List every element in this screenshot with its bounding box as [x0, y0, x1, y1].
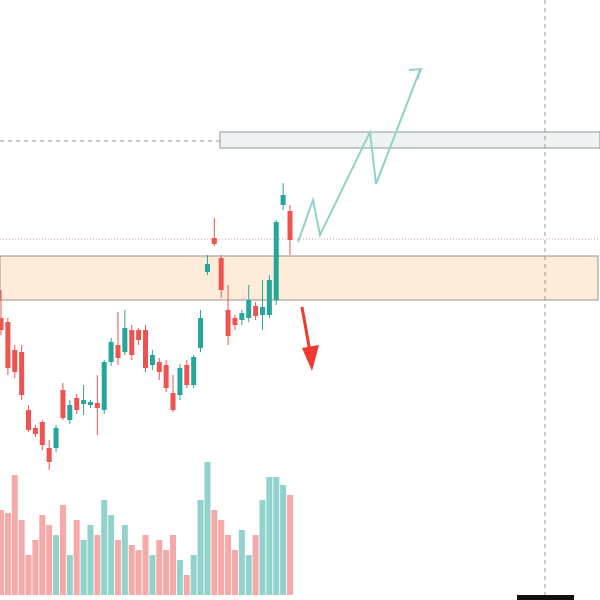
candle-body	[60, 390, 66, 418]
candle-body	[211, 238, 217, 244]
volume-bar	[18, 520, 25, 595]
candle-body	[115, 345, 121, 358]
volume-bar	[59, 505, 66, 595]
volume-bar	[231, 550, 238, 595]
volume-bar	[238, 530, 245, 595]
volume-bar	[280, 485, 287, 595]
candle-body	[53, 428, 59, 448]
candle-body	[94, 403, 100, 408]
candle-body	[32, 428, 38, 434]
volume-bar	[183, 575, 190, 595]
candle-body	[246, 300, 252, 318]
volume-bar	[114, 540, 121, 595]
volume-bar	[211, 510, 218, 595]
volume-bar	[163, 550, 170, 595]
candle-body	[19, 352, 25, 395]
candle-body	[12, 350, 18, 372]
volume-bar	[266, 477, 273, 595]
volume-bar	[46, 525, 53, 595]
candle-body	[177, 368, 183, 395]
support-zone	[0, 255, 599, 301]
volume-bar	[156, 540, 163, 595]
scrollbar	[517, 595, 574, 600]
candle-body	[26, 410, 32, 430]
volume-bar	[135, 550, 142, 595]
volume-bar	[80, 540, 87, 595]
volume-bar	[273, 477, 280, 595]
volume-bar	[87, 525, 94, 595]
candle-body	[266, 280, 272, 315]
candle-body	[74, 398, 80, 410]
volume-bar	[225, 535, 232, 595]
volume-bar	[190, 555, 197, 595]
volume-bar	[108, 515, 115, 595]
volume-bar	[66, 555, 73, 595]
volume-bar	[176, 560, 183, 595]
candle-body	[67, 405, 73, 420]
volume-layer	[0, 462, 293, 595]
candle-body	[184, 365, 190, 385]
volume-bar	[32, 540, 39, 595]
volume-bar	[121, 525, 128, 595]
volume-bar	[170, 535, 177, 595]
candle-body	[232, 318, 238, 325]
down-arrow-shaft	[300, 306, 312, 353]
candle-body	[108, 342, 114, 362]
candle-body	[136, 330, 142, 340]
volume-bar	[11, 475, 18, 595]
volume-bar	[39, 515, 46, 595]
candle-body	[225, 310, 231, 336]
volume-bar	[53, 535, 60, 595]
volume-bar	[252, 535, 259, 595]
candle-body	[156, 362, 162, 372]
candle-body	[204, 264, 210, 272]
candle-body	[101, 362, 107, 410]
candle-body	[143, 330, 148, 368]
candle-body	[129, 330, 135, 355]
candle-body	[253, 306, 259, 316]
candle-body	[198, 318, 204, 348]
candle-body	[163, 365, 169, 388]
candle-body	[239, 313, 245, 320]
down-arrow-head	[302, 345, 319, 371]
candle-body	[81, 400, 87, 404]
volume-bar	[73, 520, 80, 595]
resistance-zone	[219, 131, 600, 149]
candle-body	[273, 222, 279, 300]
volume-bar	[197, 500, 204, 595]
volume-bar	[287, 495, 293, 595]
volume-bar	[259, 500, 266, 595]
candle-body	[46, 448, 52, 462]
candle-body	[218, 258, 224, 290]
candle-body	[39, 422, 45, 445]
volume-bar	[245, 555, 252, 595]
volume-bar	[101, 500, 108, 595]
projection-up	[297, 69, 421, 243]
volume-bar	[149, 555, 156, 595]
volume-bar	[204, 462, 211, 595]
volume-bar	[128, 545, 135, 595]
candle-body	[87, 402, 93, 405]
candle-body	[280, 195, 286, 205]
candle-body	[191, 357, 197, 385]
volume-bar	[94, 535, 101, 595]
candle-body	[149, 355, 155, 365]
candle-body	[287, 211, 293, 240]
candle-body	[5, 322, 11, 368]
volume-bar	[142, 535, 149, 595]
volume-bar	[0, 510, 4, 595]
projection-arrowhead	[408, 67, 423, 81]
volume-bar	[4, 513, 11, 595]
candle-body	[170, 393, 176, 410]
candle-body	[0, 318, 4, 330]
candle-body	[259, 307, 265, 315]
volume-bar	[218, 520, 225, 595]
candle-body	[122, 328, 128, 352]
volume-bar	[25, 555, 32, 595]
